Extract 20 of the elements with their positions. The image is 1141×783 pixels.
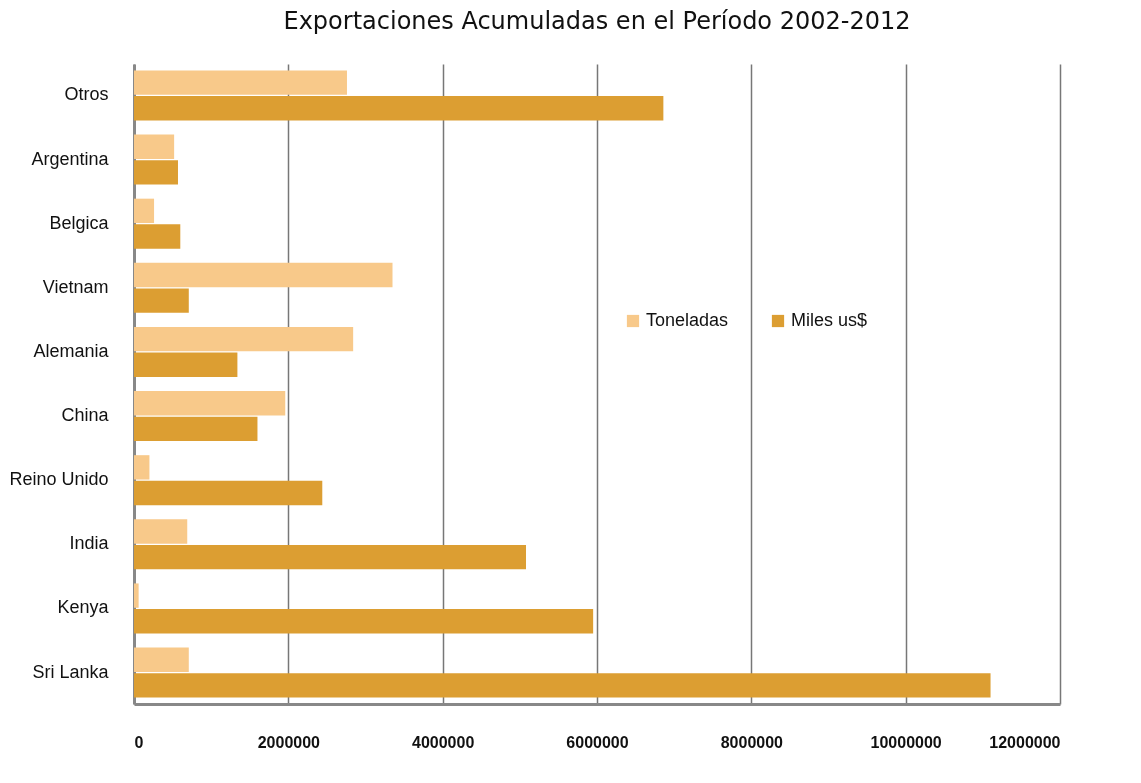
x-tick-label: 8000000 [720, 733, 784, 751]
x-tick-label: 2000000 [257, 733, 321, 751]
x-tick-label: 0 [134, 733, 144, 751]
y-tick-label: Alemania [33, 340, 110, 361]
y-tick-label: Belgica [49, 212, 110, 233]
x-tick-label: 6000000 [566, 733, 629, 751]
x-tick-label: 4000000 [412, 733, 475, 751]
chart-title: Exportaciones Acumuladas en el Período 2002-2012 [283, 7, 911, 35]
y-tick-label: Kenya [57, 597, 110, 618]
x-tick-label: 10000000 [870, 733, 942, 751]
y-tick-label: Reino Unido [9, 469, 109, 490]
y-tick-label: Otros [64, 84, 109, 105]
y-tick-label: Argentina [31, 148, 110, 169]
x-tick-label: 12000000 [989, 733, 1061, 751]
y-tick-label: Vietnam [42, 276, 109, 297]
y-tick-label: China [61, 405, 110, 426]
y-tick-label: India [69, 533, 110, 554]
legend-label: Miles us$ [791, 310, 868, 330]
y-tick-label: Sri Lanka [32, 661, 110, 682]
legend-label: Toneladas [646, 310, 729, 330]
